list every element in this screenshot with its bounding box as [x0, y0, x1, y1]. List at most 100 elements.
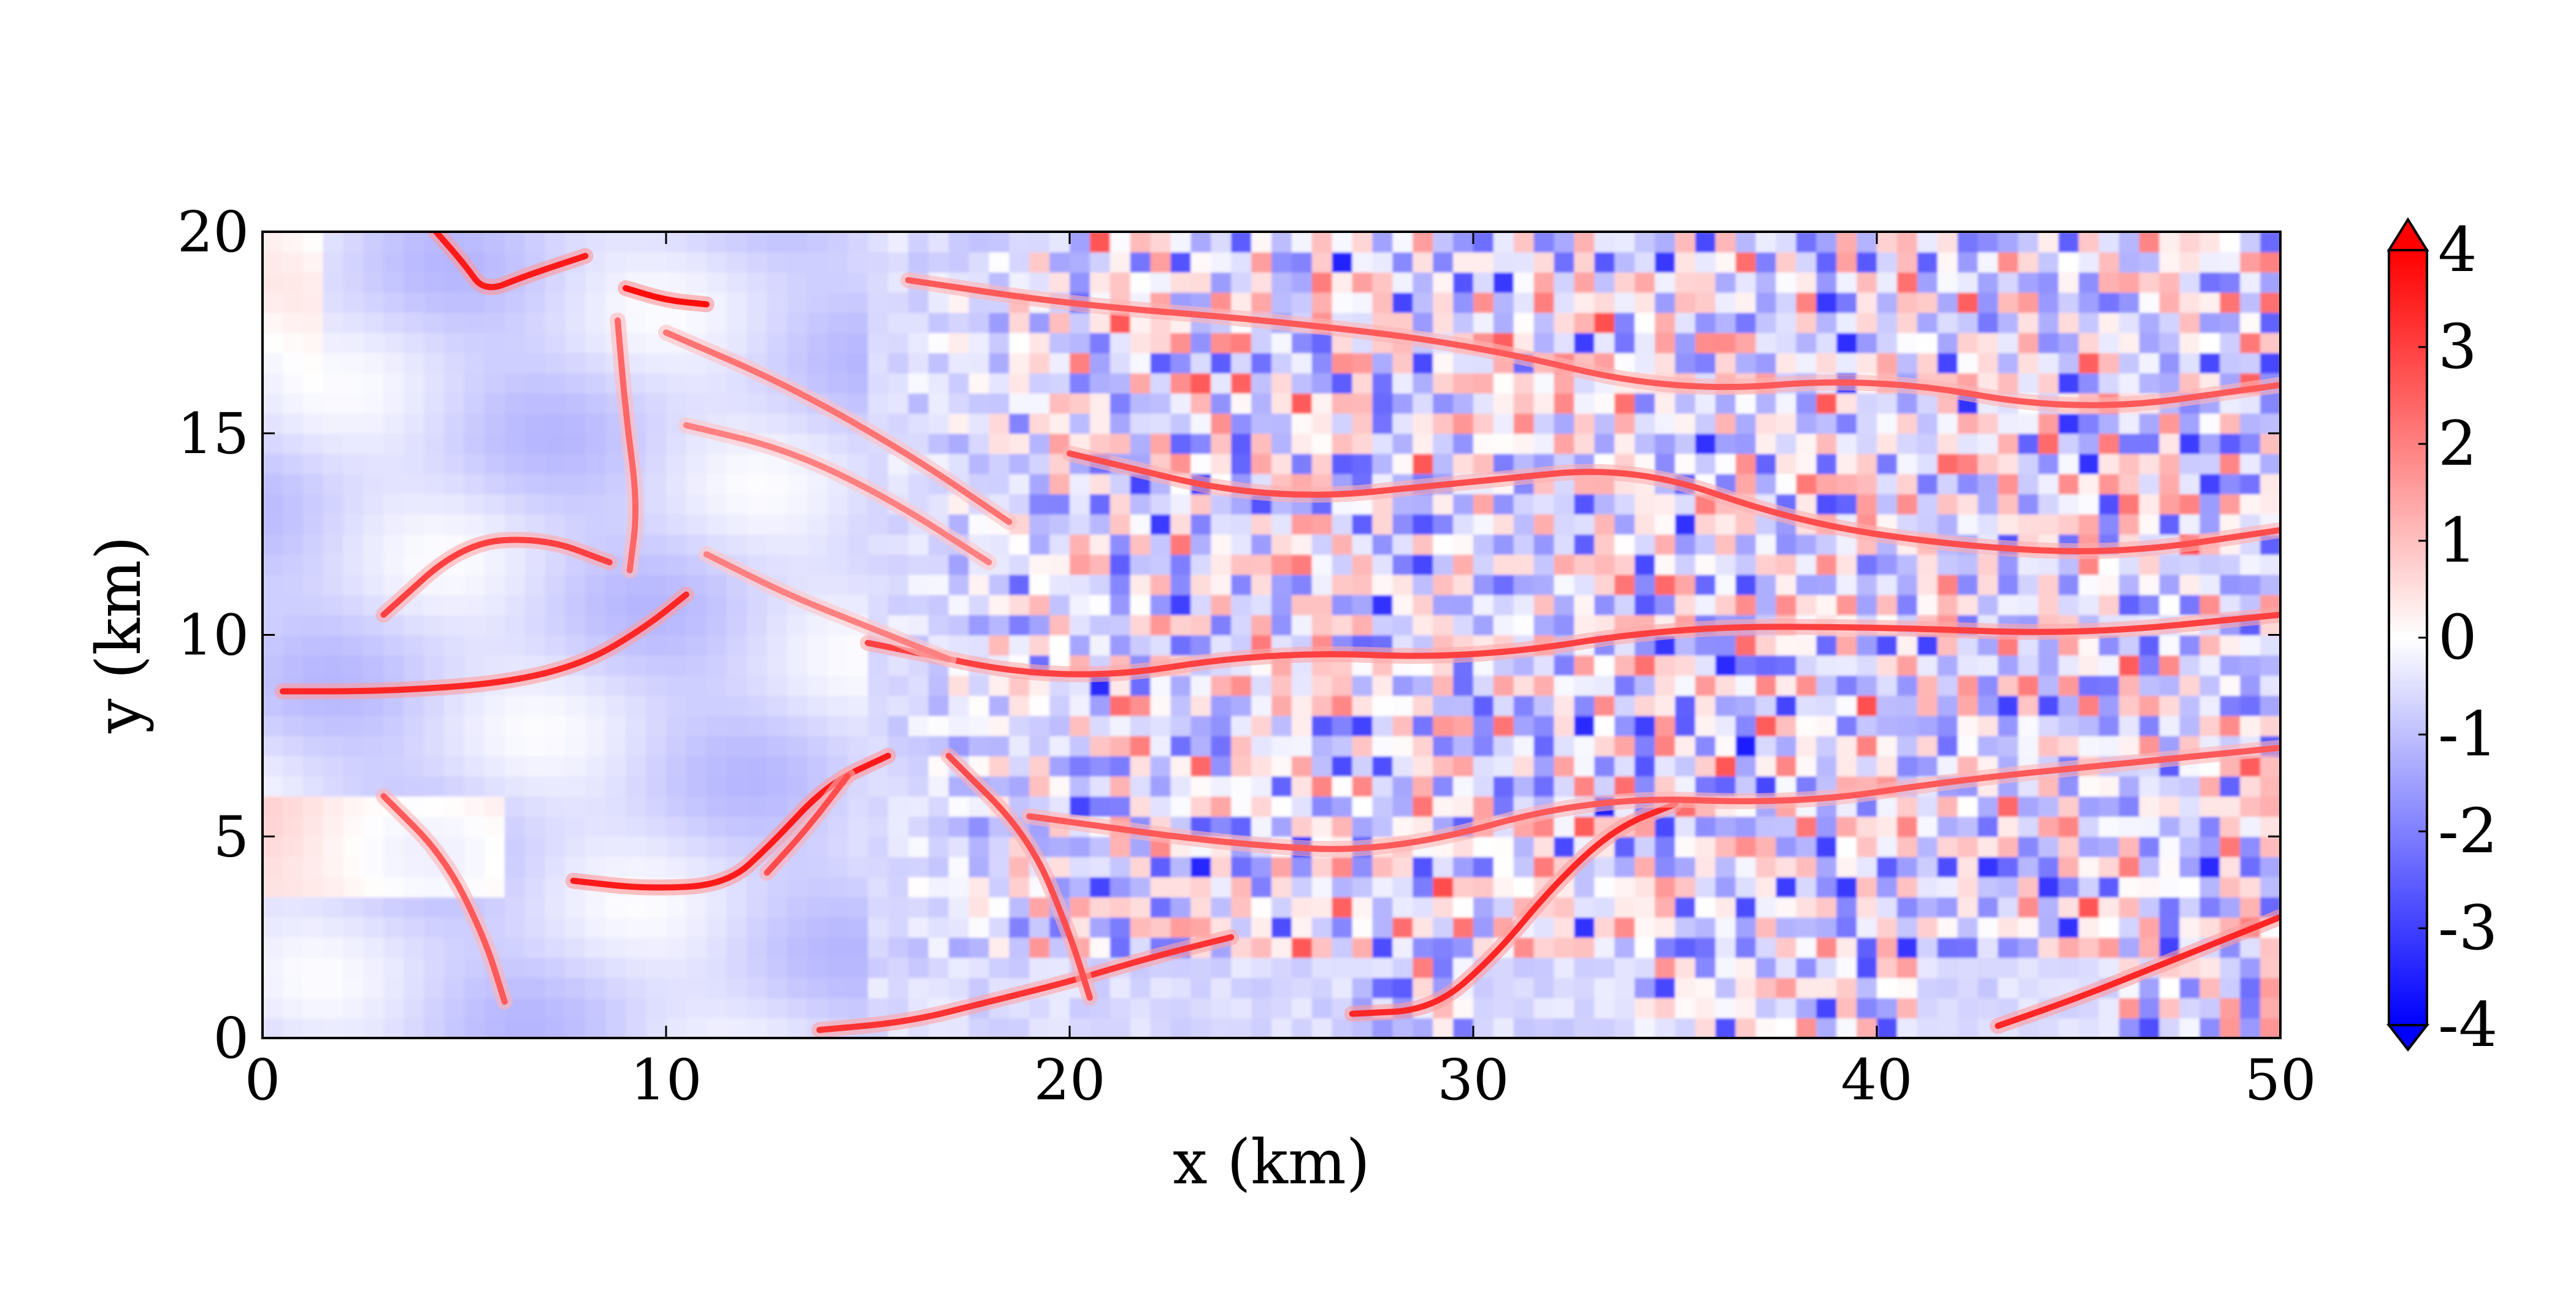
heatmap-cell: [2139, 816, 2160, 838]
heatmap-cell: [1089, 554, 1111, 575]
heatmap-cell: [2260, 816, 2280, 838]
heatmap-cell: [726, 716, 748, 736]
y-tick-label: 0: [213, 1006, 249, 1071]
heatmap-cell: [1857, 957, 1877, 979]
heatmap-cell: [666, 977, 687, 999]
heatmap-cell: [404, 514, 424, 535]
heatmap-cell: [343, 716, 364, 736]
heatmap-cell: [1231, 272, 1252, 293]
heatmap-cell: [1413, 494, 1433, 515]
heatmap-cell: [1836, 574, 1857, 595]
heatmap-cell: [1130, 998, 1151, 1018]
heatmap-cell: [2139, 857, 2160, 877]
heatmap-cell: [1594, 594, 1616, 616]
heatmap-cell: [1372, 433, 1393, 454]
heatmap-cell: [1796, 332, 1817, 354]
heatmap-cell: [746, 675, 768, 696]
heatmap-cell: [1392, 353, 1414, 373]
heatmap-cell: [948, 695, 970, 716]
heatmap-cell: [767, 917, 788, 938]
heatmap-cell: [1332, 393, 1353, 414]
heatmap-cell: [1554, 937, 1575, 958]
heatmap-cell: [1554, 534, 1575, 555]
heatmap-cell: [2159, 917, 2180, 938]
heatmap-cell: [2159, 857, 2180, 877]
heatmap-cell: [1009, 1018, 1030, 1038]
heatmap-cell: [2079, 735, 2099, 757]
heatmap-cell: [383, 896, 405, 918]
heatmap-cell: [1655, 937, 1676, 958]
heatmap-cell: [908, 373, 929, 394]
heatmap-cell: [343, 594, 364, 616]
heatmap-cell: [1170, 614, 1192, 636]
heatmap-cell: [1796, 857, 1817, 877]
heatmap-cell: [484, 1018, 505, 1038]
heatmap-cell: [323, 957, 344, 979]
heatmap-cell: [1755, 292, 1777, 313]
heatmap-cell: [282, 655, 304, 676]
heatmap-cell: [464, 574, 485, 595]
heatmap-cell: [2179, 896, 2201, 918]
heatmap-cell: [585, 1018, 607, 1038]
heatmap-cell: [524, 514, 546, 535]
heatmap-cell: [1392, 896, 1414, 918]
heatmap-cell: [767, 413, 788, 434]
heatmap-cell: [1816, 735, 1837, 757]
heatmap-cell: [2118, 796, 2140, 817]
heatmap-cell: [263, 877, 283, 898]
heatmap-cell: [343, 917, 364, 938]
heatmap-cell: [2220, 655, 2241, 676]
heatmap-cell: [1614, 272, 1635, 293]
heatmap-cell: [2159, 635, 2180, 656]
heatmap-cell: [504, 816, 526, 838]
heatmap-cell: [1433, 755, 1454, 777]
heatmap-cell: [1150, 635, 1171, 656]
heatmap-cell: [1029, 393, 1050, 414]
heatmap-cell: [1170, 735, 1192, 757]
heatmap-cell: [323, 755, 344, 777]
heatmap-cell: [1029, 494, 1050, 515]
heatmap-cell: [1977, 353, 1999, 373]
heatmap-cell: [1554, 272, 1575, 293]
heatmap-cell: [1998, 695, 2019, 716]
heatmap-cell: [1029, 614, 1050, 636]
heatmap-cell: [1896, 353, 1918, 373]
heatmap-cell: [989, 312, 1010, 334]
heatmap-cell: [1029, 917, 1050, 938]
heatmap-cell: [2139, 796, 2160, 817]
heatmap-cell: [1917, 735, 1938, 757]
heatmap-cell: [484, 554, 505, 575]
heatmap-cell: [666, 614, 687, 636]
heatmap-cell: [302, 735, 324, 757]
heatmap-cell: [2139, 998, 2160, 1018]
heatmap-cell: [1211, 514, 1232, 535]
heatmap-cell: [444, 755, 465, 777]
heatmap-cell: [1816, 957, 1837, 979]
heatmap-cell: [1776, 857, 1797, 877]
heatmap-cell: [868, 695, 889, 716]
heatmap-cell: [827, 494, 848, 515]
heatmap-cell: [646, 514, 667, 535]
heatmap-cell: [787, 251, 808, 273]
heatmap-cell: [1574, 877, 1595, 898]
heatmap-cell: [565, 917, 586, 938]
heatmap-cell: [2199, 716, 2221, 736]
heatmap-cell: [1715, 393, 1736, 414]
heatmap-cell: [1392, 735, 1414, 757]
heatmap-cell: [2179, 695, 2201, 716]
heatmap-cell: [1554, 594, 1575, 616]
heatmap-cell: [1130, 494, 1151, 515]
heatmap-cell: [1735, 655, 1757, 676]
heatmap-cell: [2199, 232, 2221, 253]
heatmap-cell: [1755, 433, 1777, 454]
heatmap-cell: [363, 494, 385, 515]
heatmap-cell: [1715, 957, 1736, 979]
heatmap-cell: [868, 251, 889, 273]
heatmap-cell: [2038, 272, 2059, 293]
heatmap-cell: [1251, 716, 1272, 736]
heatmap-cell: [1150, 917, 1171, 938]
heatmap-cell: [1170, 534, 1192, 555]
heatmap-cell: [444, 1018, 465, 1038]
heatmap-cell: [626, 735, 646, 757]
heatmap-cell: [2058, 1018, 2079, 1038]
